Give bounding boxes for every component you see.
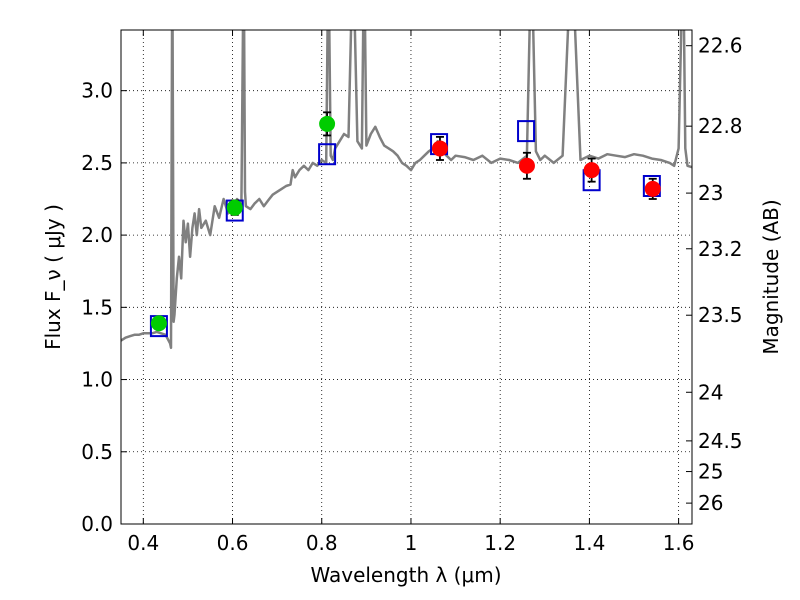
x-tick-label: 1.4: [573, 531, 605, 555]
right-tick-label: 22.6: [698, 34, 743, 58]
y-axis-label: Flux F_ν ( μJy ): [41, 204, 65, 350]
x-tick-label: 0.4: [127, 531, 159, 555]
model-flux-square: [517, 120, 536, 143]
y-tick-label: 0.0: [81, 512, 113, 536]
x-tick-label: 1.2: [484, 531, 516, 555]
model-flux-square: [318, 143, 337, 166]
x-tick-label: 1: [405, 531, 418, 555]
observed-nir-point: [644, 180, 661, 197]
observed-nir-point: [518, 157, 535, 174]
right-tick-label: 22.8: [698, 114, 743, 138]
observed-optical-point: [150, 315, 167, 332]
plot-background: [121, 30, 692, 524]
right-tick-label: 26: [698, 491, 723, 515]
y-tick-label: 2.5: [81, 151, 113, 175]
x-tick-label: 1.6: [663, 531, 695, 555]
y-axis-right-label: Magnitude (AB): [759, 199, 783, 354]
observed-optical-point: [319, 115, 336, 132]
right-tick-label: 25: [698, 460, 723, 484]
y-tick-label: 3.0: [81, 79, 113, 103]
plot-area: [121, 30, 692, 350]
y-tick-label: 1.5: [81, 295, 113, 319]
tick-labels: 0.4 0.6 0.8 1 1.2 1.4 1.6 0.0 0.5 1.0 1.5 2.0 2.5 3.0…: [81, 34, 742, 555]
right-tick-label: 24: [698, 380, 723, 404]
x-tick-label: 0.6: [217, 531, 249, 555]
y-tick-label: 1.0: [81, 368, 113, 392]
right-tick-label: 23: [698, 181, 723, 205]
ticks: [121, 30, 692, 525]
x-axis-label: Wavelength λ (μm): [310, 563, 501, 587]
observed-nir-point: [431, 140, 448, 157]
right-tick-label: 23.2: [698, 237, 743, 261]
right-tick-label: 23.5: [698, 303, 743, 327]
model-spectrum-line: [121, 30, 692, 350]
plot-frame: [120, 29, 693, 525]
observed-optical-point: [226, 199, 243, 216]
y-tick-label: 0.5: [81, 440, 113, 464]
x-tick-label: 0.8: [306, 531, 338, 555]
right-tick-label: 24.5: [698, 429, 743, 453]
observed-nir-point: [583, 162, 600, 179]
y-tick-label: 2.0: [81, 223, 113, 247]
